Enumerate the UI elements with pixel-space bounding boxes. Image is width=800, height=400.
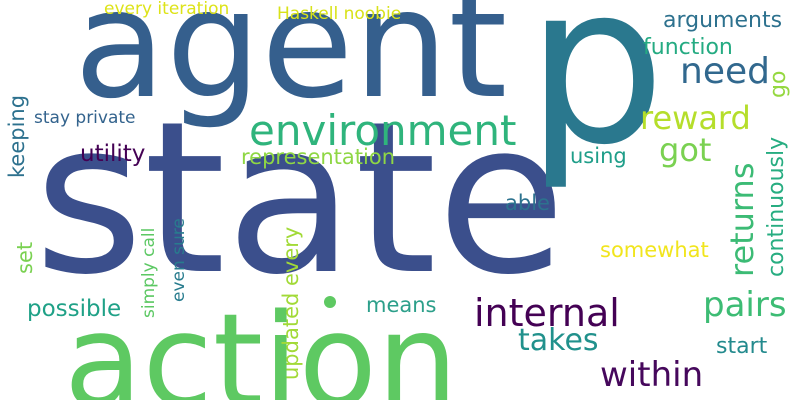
word-updated-every: updated every (279, 226, 303, 380)
word-continuously: continuously (764, 136, 789, 277)
word-keeping: keeping (5, 94, 29, 178)
word-means: means (366, 293, 437, 317)
word-every-iteration: every iteration (104, 0, 230, 19)
word-haskell-noobie: Haskell noobie (277, 4, 402, 24)
word-takes: takes (518, 323, 599, 358)
word-within: within (600, 355, 704, 395)
word-somewhat: somewhat (600, 238, 709, 262)
word-representation: representation (241, 145, 396, 169)
word-internal: internal (474, 291, 620, 335)
word-stay-private: stay private (34, 108, 136, 128)
word-set: set (13, 241, 37, 274)
word-utility: utility (80, 141, 146, 167)
word-possible: possible (27, 296, 122, 322)
word-agent: agent (74, 0, 508, 132)
word-state: state (34, 76, 566, 321)
word-simply-call: simply call (139, 227, 159, 318)
word-pairs: pairs (703, 285, 787, 325)
word-need: need (680, 51, 770, 92)
word-action: action (64, 287, 458, 400)
word-environment: environment (249, 106, 517, 155)
word-function: function (643, 35, 733, 60)
word-p: p (526, 0, 666, 193)
word-arguments: arguments (663, 8, 783, 33)
word-start: start (716, 334, 768, 359)
word-able: able (505, 191, 550, 215)
word-reward: reward (640, 99, 751, 137)
word-even-sure: even sure (169, 218, 189, 302)
word-returns: returns (723, 162, 761, 277)
word-go: go (766, 70, 791, 98)
word-using: using (570, 144, 627, 168)
word-got: got (659, 131, 712, 169)
decorative-dot (324, 296, 336, 308)
